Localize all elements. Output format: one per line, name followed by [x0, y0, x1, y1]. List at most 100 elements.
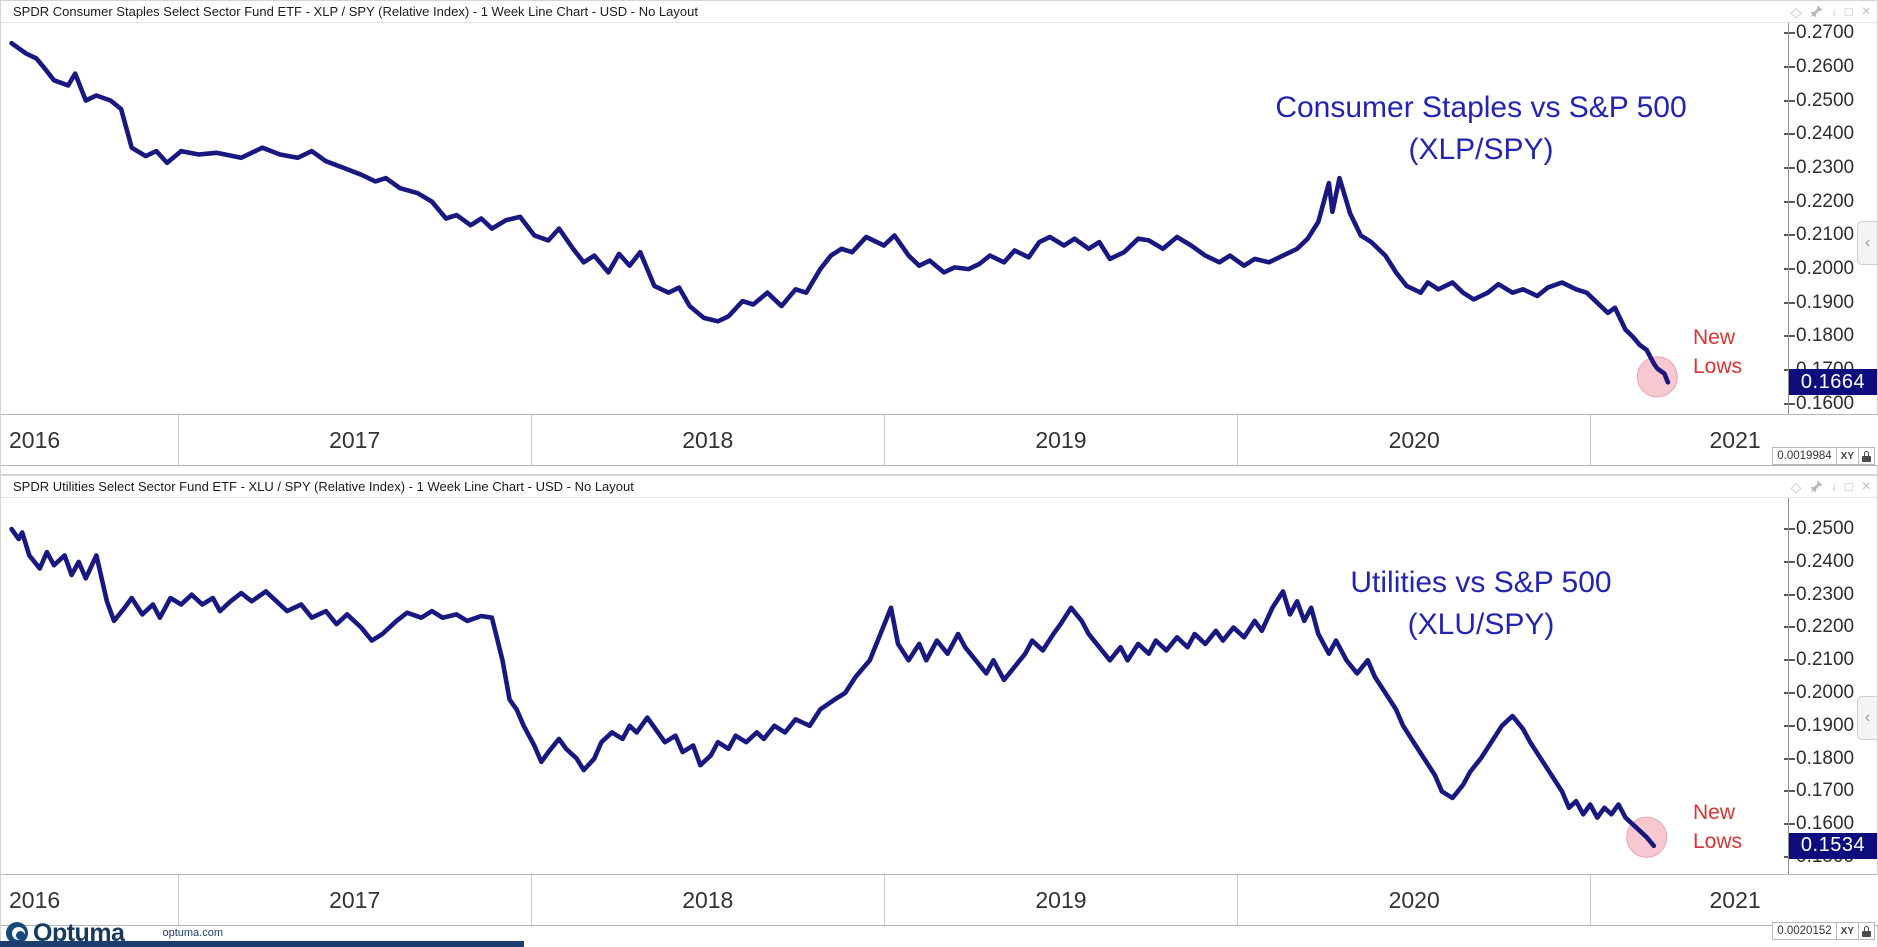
- y-axis-tick: [1784, 560, 1795, 563]
- y-axis-label: 0.2400: [1796, 123, 1855, 145]
- y-axis-tick: [1784, 65, 1795, 68]
- y-axis-label: 0.2200: [1796, 190, 1855, 212]
- y-axis-tick: [1784, 99, 1795, 102]
- lock-icon[interactable]: [1858, 923, 1874, 939]
- y-axis-label: 0.2100: [1796, 224, 1855, 246]
- price-line-series: [9, 526, 1657, 849]
- chart-title-line1: Utilities vs S&P 500: [1350, 566, 1612, 599]
- annotation-line1: New: [1693, 326, 1736, 349]
- last-price-tag: 0.1664: [1789, 369, 1877, 396]
- pin-icon[interactable]: [1810, 5, 1824, 18]
- new-lows-annotation: New Lows: [1693, 323, 1742, 381]
- price-axis[interactable]: 0.2610 0.2500 0.2400 0.2300 0.2200 0.2100 0.20…: [1788, 498, 1878, 874]
- chevron-left-icon: ‹: [1864, 234, 1871, 251]
- plot-area-xlu[interactable]: Utilities vs S&P 500 (XLU/SPY) New Lows: [1, 498, 1788, 874]
- y-axis-label: 0.2400: [1796, 550, 1855, 572]
- optuma-site-link[interactable]: optuma.com: [162, 927, 223, 939]
- chart-title-line2: (XLP/SPY): [1408, 133, 1554, 166]
- chart-title: Consumer Staples vs S&P 500 (XLP/SPY): [1181, 87, 1781, 171]
- info-icon[interactable]: i: [1832, 479, 1836, 494]
- y-axis-label: 0.1800: [1796, 325, 1855, 347]
- x-axis-year-label: 2021: [1590, 415, 1878, 465]
- y-axis-tick: [1784, 659, 1795, 662]
- price-line-series: [9, 40, 1671, 385]
- y-axis-tick: [1784, 692, 1795, 695]
- y-axis-label: 0.2000: [1796, 682, 1855, 704]
- pin-icon[interactable]: [1810, 480, 1824, 493]
- scale-status-box[interactable]: 0.0020152 XY: [1772, 922, 1875, 940]
- xlp-spy-line-chart: [9, 40, 1678, 398]
- y-axis-label: 0.1600: [1796, 392, 1855, 414]
- y-axis-tick: [1784, 133, 1795, 136]
- annotation-line1: New: [1693, 801, 1736, 824]
- x-axis-year-label: 2019: [883, 875, 1237, 925]
- collapse-panel-tab[interactable]: ‹: [1857, 696, 1877, 740]
- chevron-left-icon: ‹: [1864, 709, 1871, 726]
- xlu-spy-line-chart: [9, 526, 1668, 858]
- scale-mode-label: XY: [1835, 923, 1858, 939]
- collapse-panel-tab[interactable]: ‹: [1857, 221, 1877, 265]
- x-axis-year-label: 2018: [530, 415, 884, 465]
- x-axis-year-label: 2016: [9, 426, 61, 453]
- window-title: SPDR Utilities Select Sector Fund ETF - …: [13, 479, 634, 494]
- info-icon[interactable]: i: [1832, 4, 1836, 19]
- y-axis-label: 0.1800: [1796, 747, 1855, 769]
- scale-status-box[interactable]: 0.0019984 XY: [1772, 447, 1875, 465]
- y-axis-label: 0.2300: [1796, 583, 1855, 605]
- last-price-tag: 0.1534: [1789, 832, 1877, 859]
- new-lows-highlight-circle: [1636, 356, 1678, 398]
- scale-mode-label: XY: [1835, 448, 1858, 464]
- x-axis-year-label: 2017: [177, 875, 531, 925]
- x-axis-year-label: 2017: [177, 415, 531, 465]
- y-axis-tick: [1784, 166, 1795, 169]
- close-icon[interactable]: ×: [1861, 2, 1871, 20]
- y-axis-tick: [1784, 32, 1795, 35]
- y-axis-tick: [1784, 790, 1795, 793]
- titlebar-icons: ◇ i □ ×: [1790, 2, 1871, 20]
- scale-value: 0.0020152: [1777, 925, 1832, 937]
- diamond-icon[interactable]: ◇: [1790, 478, 1802, 495]
- price-axis[interactable]: 0.2700 0.2600 0.2500 0.2400 0.2300 0.2200 0.21…: [1788, 23, 1878, 414]
- y-axis-tick: [1784, 626, 1795, 629]
- y-axis-tick: [1784, 335, 1795, 338]
- y-axis-label: 0.2600: [1796, 55, 1855, 77]
- window-titlebar[interactable]: SPDR Consumer Staples Select Sector Fund…: [1, 1, 1877, 23]
- y-axis-tick: [1784, 593, 1795, 596]
- y-axis-label: 0.2000: [1796, 258, 1855, 280]
- time-axis[interactable]: 2016 2017 2018 2019 2020 2021: [1, 874, 1878, 926]
- y-axis-label: 0.2610: [1796, 498, 1854, 504]
- y-axis-label: 0.2300: [1796, 156, 1855, 178]
- y-axis-label: 0.2200: [1796, 616, 1855, 638]
- y-axis-tick: [1784, 200, 1795, 203]
- maximize-icon[interactable]: □: [1844, 478, 1853, 494]
- chart-title: Utilities vs S&P 500 (XLU/SPY): [1181, 562, 1781, 646]
- y-axis-label: 0.1600: [1796, 813, 1855, 835]
- y-axis-tick: [1784, 402, 1795, 405]
- x-axis-year-label: 2018: [530, 875, 884, 925]
- maximize-icon[interactable]: □: [1844, 3, 1853, 19]
- y-axis-label: 0.2100: [1796, 649, 1855, 671]
- diamond-icon[interactable]: ◇: [1790, 3, 1802, 20]
- chart-window-xlu: SPDR Utilities Select Sector Fund ETF - …: [0, 475, 1878, 947]
- close-icon[interactable]: ×: [1861, 477, 1871, 495]
- y-axis-tick: [1784, 724, 1795, 727]
- time-axis[interactable]: 2016 2017 2018 2019 2020 2021: [1, 414, 1878, 466]
- y-axis-label: 0.2500: [1796, 518, 1855, 540]
- x-axis-year-label: 2019: [883, 415, 1237, 465]
- x-axis-year-label: 2021: [1590, 875, 1878, 925]
- y-axis-label: 0.1700: [1796, 780, 1855, 802]
- annotation-line2: Lows: [1693, 355, 1743, 378]
- chart-title-line2: (XLU/SPY): [1407, 608, 1555, 641]
- y-axis-label: 0.1900: [1796, 714, 1855, 736]
- optuma-logo-icon: [6, 922, 28, 944]
- y-axis-tick: [1784, 234, 1795, 237]
- x-axis-year-label: 2016: [9, 886, 61, 913]
- chart-title-line1: Consumer Staples vs S&P 500: [1275, 91, 1687, 124]
- y-axis-label: 0.2500: [1796, 89, 1855, 111]
- plot-area-xlp[interactable]: Consumer Staples vs S&P 500 (XLP/SPY) Ne…: [1, 23, 1788, 414]
- window-title: SPDR Consumer Staples Select Sector Fund…: [13, 4, 698, 19]
- x-axis-year-label: 2020: [1237, 875, 1590, 925]
- window-titlebar[interactable]: SPDR Utilities Select Sector Fund ETF - …: [1, 476, 1877, 498]
- lock-icon[interactable]: [1858, 448, 1874, 464]
